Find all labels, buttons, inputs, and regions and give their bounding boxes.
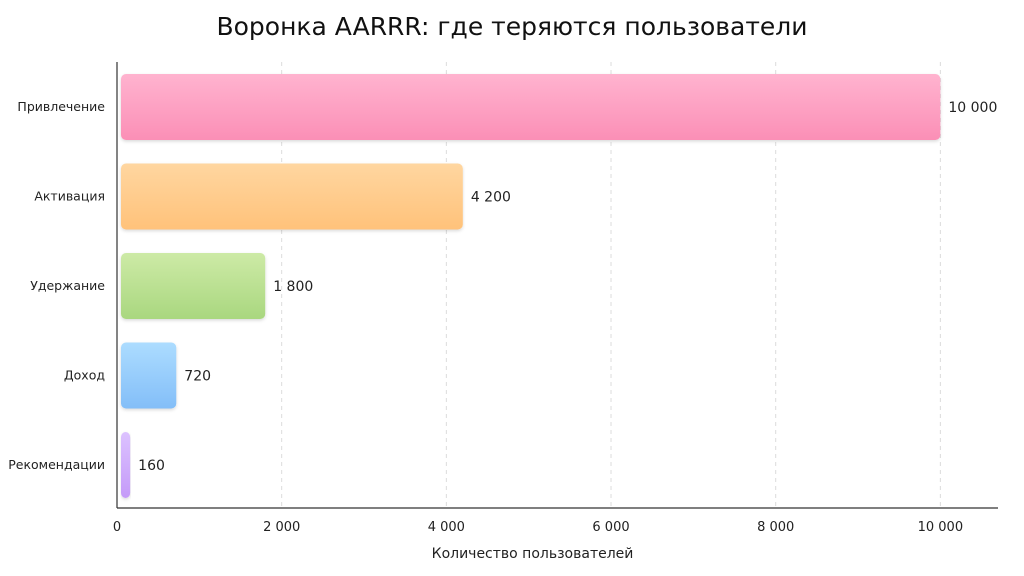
value-label: 160 — [138, 458, 165, 474]
bar — [121, 432, 131, 498]
bar — [121, 74, 941, 140]
x-tick-label: 10 000 — [918, 520, 964, 535]
x-tick-label: 8 000 — [757, 520, 794, 535]
value-label: 4 200 — [471, 190, 511, 206]
category-label: Доход — [64, 368, 105, 383]
x-tick-label: 0 — [113, 520, 121, 535]
x-tick-label: 4 000 — [428, 520, 465, 535]
category-label: Удержание — [30, 278, 105, 293]
bar — [121, 342, 177, 409]
value-label: 10 000 — [948, 100, 997, 116]
category-label: Активация — [34, 189, 105, 204]
category-label: Привлечение — [17, 99, 105, 114]
bar — [121, 163, 463, 230]
x-axis-label: Количество пользователей — [432, 546, 634, 562]
x-tick-label: 6 000 — [592, 520, 629, 535]
bar — [121, 253, 266, 319]
chart-title: Воронка AARRR: где теряются пользователи — [216, 12, 808, 41]
x-tick-label: 2 000 — [263, 520, 300, 535]
category-label: Рекомендации — [8, 457, 105, 472]
value-label: 720 — [184, 369, 211, 385]
value-label: 1 800 — [273, 279, 313, 295]
